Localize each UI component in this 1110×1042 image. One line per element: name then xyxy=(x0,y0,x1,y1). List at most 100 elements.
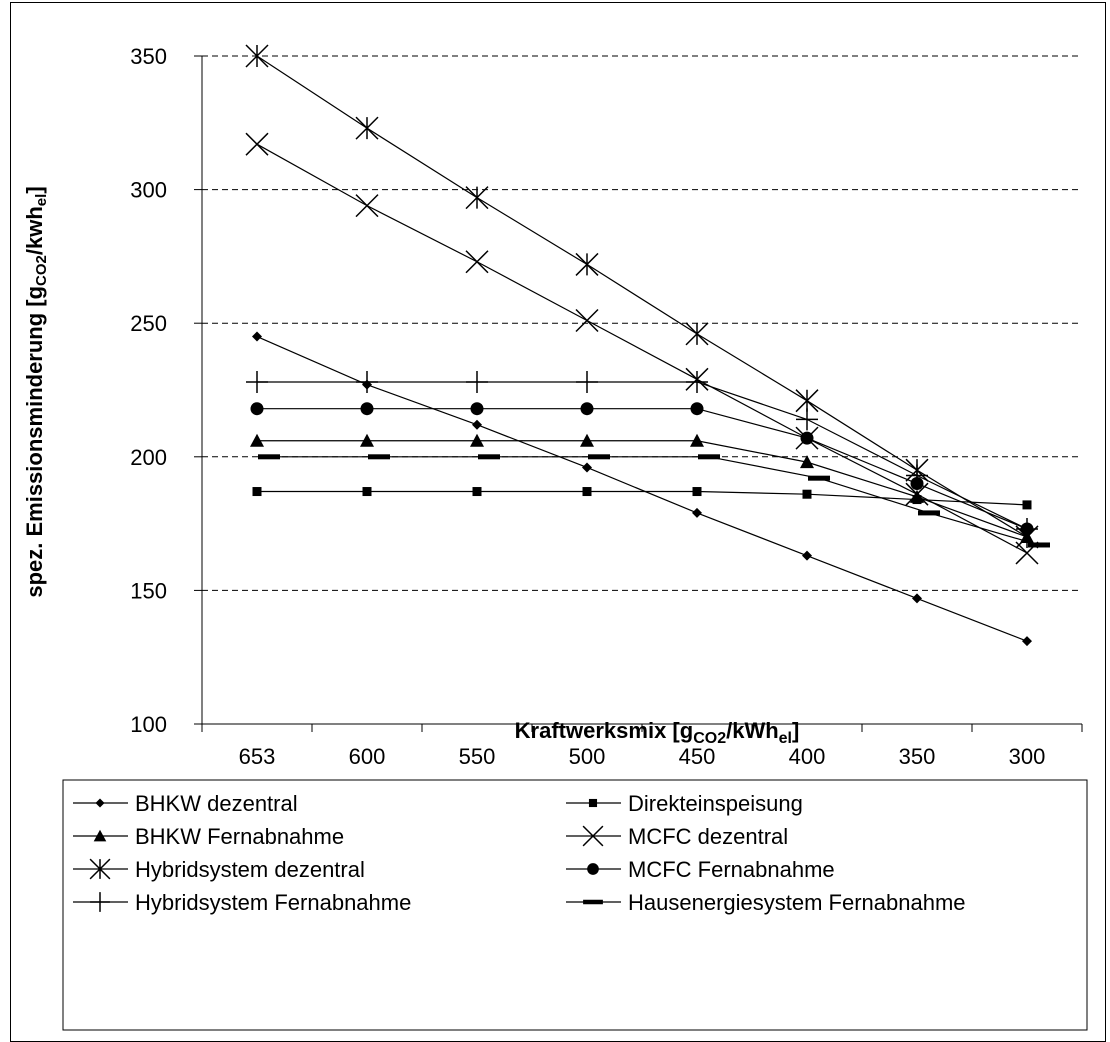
series-4-point-0 xyxy=(245,44,269,68)
series-1-point-7 xyxy=(1022,500,1032,510)
series-5-point-1-shape xyxy=(360,402,374,416)
series-2-point-1-shape xyxy=(360,433,374,447)
series-6-point-1-shape xyxy=(356,370,378,393)
series-line-6 xyxy=(257,381,1028,530)
series-3-point-1-shape xyxy=(355,194,379,218)
series-7-point-5-shape xyxy=(808,475,830,481)
axes xyxy=(194,55,1083,732)
series-5-point-4-shape xyxy=(690,402,704,416)
series-6-point-6-shape xyxy=(906,464,928,487)
series-3-point-6-shape xyxy=(905,482,929,506)
series-2-point-0-shape xyxy=(250,433,264,447)
series-7-point-4-shape xyxy=(698,454,720,460)
series-7-point-6 xyxy=(918,510,940,516)
series-7-point-0-shape xyxy=(258,454,280,460)
series-6-point-2-shape xyxy=(466,370,488,393)
series-0-point-5-shape xyxy=(802,550,812,561)
series-4-point-1 xyxy=(355,116,379,140)
series-6-point-5 xyxy=(796,408,818,431)
legend-marker-6 xyxy=(90,892,110,912)
series-2-point-1 xyxy=(360,433,374,447)
legend: BHKW dezentral Direkteinspeisung BHKW Fern… xyxy=(62,779,1088,1031)
series-2-point-3 xyxy=(580,433,594,447)
series-2-point-6-shape xyxy=(910,489,924,503)
series-7-point-5 xyxy=(808,475,830,481)
y-tick-label-100: 100 xyxy=(130,712,167,737)
legend-label-0: BHKW dezentral xyxy=(135,791,298,816)
series-3-point-1 xyxy=(355,194,379,218)
series-line-3 xyxy=(256,143,1028,554)
series-6-point-7 xyxy=(1016,517,1038,540)
series-0-point-7-shape xyxy=(1022,636,1032,647)
series-7-point-6-shape xyxy=(918,510,940,516)
series-6-point-2 xyxy=(466,370,488,393)
legend-marker-5 xyxy=(587,863,599,875)
x-tick-label-350: 350 xyxy=(899,744,936,769)
series-0-point-3-shape xyxy=(582,462,592,473)
series-markers xyxy=(245,44,1050,647)
series-line-2 xyxy=(257,440,1028,538)
series-7-point-1 xyxy=(368,454,390,460)
series-4-point-5-shape xyxy=(795,389,819,413)
series-3-point-3 xyxy=(575,308,599,333)
series-1-point-7-shape xyxy=(1022,500,1032,510)
series-3-point-3-shape xyxy=(575,308,599,333)
x-tick-label-550: 550 xyxy=(459,744,496,769)
y-tick-label-150: 150 xyxy=(130,578,167,603)
series-4-point-2 xyxy=(465,186,489,210)
series-2-point-5-shape xyxy=(800,455,814,469)
series-1-point-2 xyxy=(472,487,482,497)
series-7-point-1-shape xyxy=(368,454,390,460)
y-tick-label-250: 250 xyxy=(130,311,167,336)
series-5-point-2 xyxy=(470,402,484,416)
series-2-point-3-shape xyxy=(580,433,594,447)
legend-label-3: MCFC dezentral xyxy=(628,824,788,849)
series-7-point-2 xyxy=(478,454,500,460)
y-tick-label-350: 350 xyxy=(130,44,167,69)
series-lines xyxy=(256,55,1040,642)
series-line-1 xyxy=(257,490,1028,506)
series-1-point-3 xyxy=(582,487,592,497)
legend-marker-3-shape xyxy=(582,825,604,847)
series-line-5 xyxy=(257,408,1028,530)
legend-label-4: Hybridsystem dezentral xyxy=(135,857,365,882)
series-6-point-7-shape xyxy=(1016,517,1038,540)
series-6-point-6 xyxy=(906,464,928,487)
legend-marker-4-shape xyxy=(89,858,111,880)
series-0-point-7 xyxy=(1022,636,1032,647)
series-5-point-3-shape xyxy=(580,402,594,416)
x-tick-label-653: 653 xyxy=(239,744,276,769)
series-5-point-0-shape xyxy=(250,402,264,416)
legend-marker-0 xyxy=(95,798,105,808)
series-1-point-5-shape xyxy=(802,489,812,499)
series-2-point-2-shape xyxy=(470,433,484,447)
x-tick-label-600: 600 xyxy=(349,744,386,769)
y-tick-label-300: 300 xyxy=(130,178,167,203)
series-7-point-3-shape xyxy=(588,454,610,460)
series-0-point-5 xyxy=(802,550,812,561)
series-1-point-5 xyxy=(802,489,812,499)
series-6-point-0 xyxy=(246,370,268,393)
x-axis-title: Kraftwerksmix [gCO2/kWhel] xyxy=(515,718,800,747)
y-axis-title: spez. Emissionsminderung [gCO2/kwhel] xyxy=(22,186,50,597)
y-tick-labels: 100 150 200 250 300 350 xyxy=(130,44,167,737)
series-0-point-0 xyxy=(252,331,262,342)
series-line-4 xyxy=(256,55,1028,538)
gridlines xyxy=(202,55,1082,591)
series-2-point-4 xyxy=(690,433,704,447)
legend-label-7: Hausenergiesystem Fernabnahme xyxy=(628,890,966,915)
legend-marker-1-shape xyxy=(588,798,598,808)
series-3-point-0-shape xyxy=(245,132,269,156)
x-tick-label-400: 400 xyxy=(789,744,826,769)
series-5-point-1 xyxy=(360,402,374,416)
series-7-point-4 xyxy=(698,454,720,460)
series-7-point-0 xyxy=(258,454,280,460)
series-1-point-4 xyxy=(692,487,702,497)
series-line-0 xyxy=(256,336,1028,642)
series-6-point-3 xyxy=(576,370,598,393)
legend-marker-7 xyxy=(583,899,603,905)
series-4-point-0-shape xyxy=(245,44,269,68)
series-7-point-2-shape xyxy=(478,454,500,460)
series-4-point-1-shape xyxy=(355,116,379,140)
series-6-point-1 xyxy=(356,370,378,393)
